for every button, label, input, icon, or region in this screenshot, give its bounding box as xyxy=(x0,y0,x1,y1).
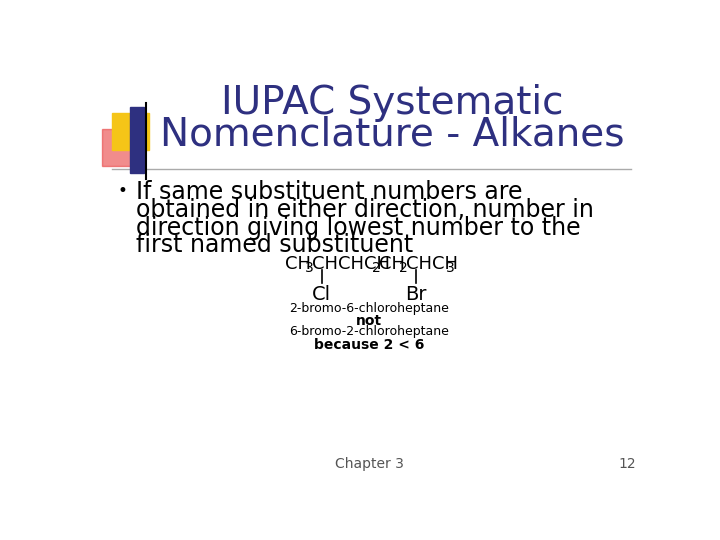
FancyBboxPatch shape xyxy=(102,130,139,166)
FancyBboxPatch shape xyxy=(130,107,144,173)
Text: obtained in either direction, number in: obtained in either direction, number in xyxy=(137,198,595,222)
Text: IUPAC Systematic: IUPAC Systematic xyxy=(221,84,564,122)
Text: 12: 12 xyxy=(618,457,636,471)
Text: CH: CH xyxy=(285,255,311,273)
Text: 2: 2 xyxy=(372,261,381,275)
Text: because 2 < 6: because 2 < 6 xyxy=(314,338,424,352)
Text: CHCHCH: CHCHCH xyxy=(312,255,390,273)
Text: Nomenclature - Alkanes: Nomenclature - Alkanes xyxy=(160,115,624,153)
Text: first named substituent: first named substituent xyxy=(137,233,414,258)
Text: CHCH: CHCH xyxy=(406,255,458,273)
Text: Cl: Cl xyxy=(312,285,331,304)
Text: CH: CH xyxy=(379,255,405,273)
FancyBboxPatch shape xyxy=(112,112,149,150)
Text: If same substituent numbers are: If same substituent numbers are xyxy=(137,180,523,204)
Text: 2: 2 xyxy=(399,261,408,275)
Text: 3: 3 xyxy=(305,261,314,275)
Text: 2-bromo-6-chloroheptane: 2-bromo-6-chloroheptane xyxy=(289,302,449,315)
Text: 6-bromo-2-chloroheptane: 6-bromo-2-chloroheptane xyxy=(289,325,449,338)
Text: •: • xyxy=(117,182,127,200)
Text: Chapter 3: Chapter 3 xyxy=(335,457,403,471)
Text: 3: 3 xyxy=(446,261,455,275)
Text: not: not xyxy=(356,314,382,327)
Text: direction giving lowest number to the: direction giving lowest number to the xyxy=(137,215,581,240)
Text: Br: Br xyxy=(405,285,427,304)
